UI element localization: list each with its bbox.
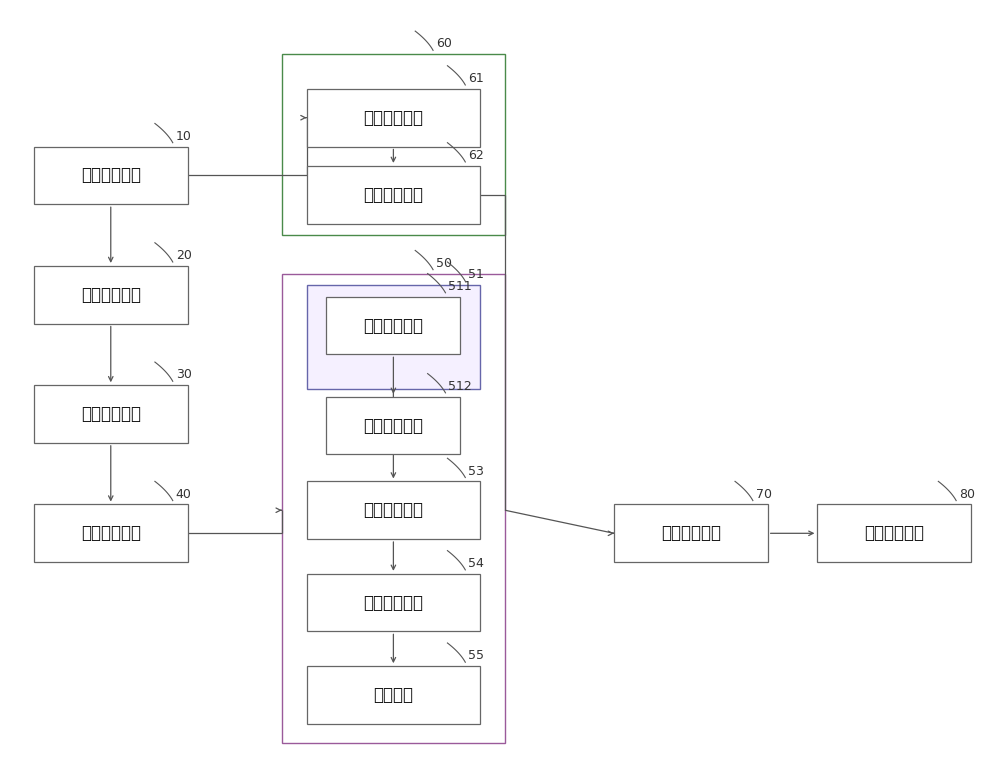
FancyBboxPatch shape [34, 504, 188, 562]
Text: 55: 55 [468, 649, 484, 662]
Text: 10: 10 [176, 130, 192, 142]
FancyBboxPatch shape [34, 266, 188, 324]
FancyBboxPatch shape [34, 385, 188, 443]
Text: 第一判断单元: 第一判断单元 [363, 594, 423, 612]
FancyBboxPatch shape [307, 166, 480, 223]
Text: 第三判断单元: 第三判断单元 [363, 186, 423, 204]
Text: 第三计算模块: 第三计算模块 [661, 524, 721, 542]
Text: 亮度调节模块: 亮度调节模块 [864, 524, 924, 542]
Text: 61: 61 [468, 72, 484, 85]
Text: 执行标记单元: 执行标记单元 [363, 416, 423, 435]
Text: 30: 30 [176, 368, 192, 381]
Text: 54: 54 [468, 557, 484, 569]
Text: 53: 53 [468, 464, 484, 478]
Text: 第二计算单元: 第二计算单元 [363, 109, 423, 127]
Text: 第二计算模块: 第二计算模块 [81, 405, 141, 423]
Text: 50: 50 [436, 257, 452, 270]
Text: 511: 511 [448, 280, 472, 293]
Text: 20: 20 [176, 249, 192, 262]
Text: 第一计算单元: 第一计算单元 [363, 501, 423, 519]
FancyBboxPatch shape [307, 573, 480, 632]
Text: 40: 40 [176, 488, 192, 500]
FancyBboxPatch shape [614, 504, 768, 562]
FancyBboxPatch shape [34, 146, 188, 205]
Text: 51: 51 [468, 268, 484, 281]
Text: 512: 512 [448, 380, 472, 393]
Text: 70: 70 [756, 488, 772, 500]
Text: 曝光单元: 曝光单元 [373, 686, 413, 704]
Text: 图像分割模块: 图像分割模块 [81, 286, 141, 303]
FancyBboxPatch shape [326, 296, 460, 354]
FancyBboxPatch shape [307, 666, 480, 724]
FancyBboxPatch shape [817, 504, 971, 562]
FancyBboxPatch shape [282, 274, 505, 743]
FancyBboxPatch shape [307, 482, 480, 539]
Text: 80: 80 [959, 488, 975, 500]
Text: 第一判断模块: 第一判断模块 [81, 524, 141, 542]
FancyBboxPatch shape [326, 397, 460, 454]
Text: 第二判断单元: 第二判断单元 [363, 317, 423, 335]
FancyBboxPatch shape [307, 89, 480, 146]
Text: 62: 62 [468, 149, 484, 162]
Text: 第一计算模块: 第一计算模块 [81, 166, 141, 184]
FancyBboxPatch shape [282, 54, 505, 235]
FancyBboxPatch shape [307, 285, 480, 389]
Text: 60: 60 [436, 37, 452, 51]
